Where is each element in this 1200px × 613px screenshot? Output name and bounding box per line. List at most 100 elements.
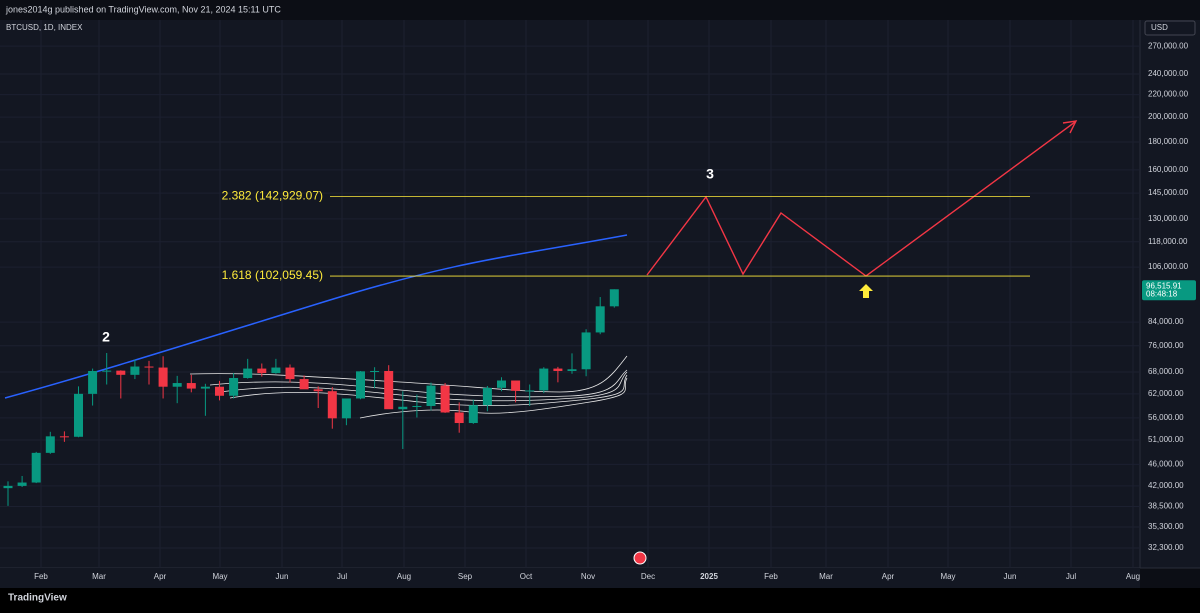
candle-body — [398, 406, 408, 410]
time-tick-label: Feb — [34, 572, 48, 581]
candle-body — [412, 405, 422, 407]
candle-body — [468, 405, 478, 424]
up-arrow-marker — [859, 284, 873, 298]
ma-line — [189, 355, 628, 393]
price-tick-label: 56,000.00 — [1148, 413, 1184, 422]
footer-bar — [0, 588, 1200, 608]
wave-label: 2 — [102, 329, 110, 345]
candle-body — [482, 387, 492, 406]
projection-path — [646, 121, 1076, 277]
candle-body — [440, 385, 450, 413]
candle-body — [31, 452, 41, 483]
price-tick-label: 32,300.00 — [1148, 543, 1184, 552]
event-flag[interactable] — [633, 551, 647, 565]
fib-label: 2.382 (142,929.07) — [222, 189, 323, 203]
price-tick-label: 62,000.00 — [1148, 389, 1184, 398]
candle-body — [313, 389, 323, 392]
fib-label: 1.618 (102,059.45) — [222, 268, 323, 282]
price-tick-label: 35,300.00 — [1148, 522, 1184, 531]
ma-line — [209, 369, 628, 398]
price-tick-label: 76,000.00 — [1148, 341, 1184, 350]
current-price-box — [1142, 280, 1196, 301]
price-tick-label: 42,000.00 — [1148, 481, 1184, 490]
price-tick-label: 270,000.00 — [1148, 41, 1189, 50]
time-tick-label: Jul — [337, 572, 347, 581]
countdown-label: 08:48:18 — [1146, 289, 1178, 298]
candle-body — [74, 393, 83, 437]
candle-body — [567, 369, 577, 371]
time-tick-label: Oct — [520, 572, 533, 581]
ma-line — [359, 377, 628, 419]
candle-body — [539, 368, 549, 391]
candle-body — [17, 482, 27, 486]
candle-body — [172, 383, 182, 387]
price-tick-label: 160,000.00 — [1148, 165, 1189, 174]
candle-body — [285, 367, 295, 380]
candle-body — [370, 370, 380, 372]
candle-body — [59, 436, 69, 438]
candle-body — [511, 380, 521, 391]
currency-text[interactable]: USD — [1151, 23, 1168, 32]
time-tick-label: Aug — [1126, 572, 1140, 581]
time-tick-label: Mar — [819, 572, 833, 581]
time-tick-label: May — [212, 572, 227, 581]
candle-body — [525, 390, 535, 392]
chart-pane — [0, 20, 1140, 568]
candle-body — [271, 367, 281, 374]
candle-body — [186, 383, 196, 389]
time-tick-label: May — [940, 572, 955, 581]
candle-body — [299, 379, 309, 390]
time-axis-pane — [0, 568, 1140, 588]
price-tick-label: 51,000.00 — [1148, 435, 1184, 444]
candle-body — [581, 332, 591, 370]
candle-body — [229, 378, 239, 396]
projection-arrowhead — [1062, 120, 1078, 134]
candle-body — [3, 485, 13, 489]
time-tick-label: Jul — [1066, 572, 1076, 581]
wave-label: 3 — [706, 166, 714, 182]
price-tick-label: 46,000.00 — [1148, 459, 1184, 468]
time-tick-label: Sep — [458, 572, 473, 581]
candle-body — [356, 371, 365, 399]
candle-body — [553, 368, 563, 371]
time-tick-label: Apr — [882, 572, 895, 581]
candle-body — [384, 370, 394, 410]
price-tick-label: 145,000.00 — [1148, 188, 1189, 197]
price-tick-label: 38,500.00 — [1148, 502, 1184, 511]
candle-body — [497, 380, 506, 388]
candle-body — [327, 391, 337, 419]
candle-body — [116, 370, 126, 375]
price-tick-label: 84,000.00 — [1148, 317, 1184, 326]
time-tick-label: Feb — [764, 572, 778, 581]
candle-body — [257, 368, 267, 374]
symbol-text: BTCUSD, 1D, INDEX — [6, 23, 83, 32]
price-tick-label: 68,000.00 — [1148, 367, 1184, 376]
current-price-label: 96,515.91 — [1146, 281, 1182, 290]
candle-body — [215, 386, 224, 396]
candle-body — [200, 386, 210, 389]
price-tick-label: 130,000.00 — [1148, 214, 1189, 223]
time-tick-label: Dec — [641, 572, 655, 581]
currency-box[interactable] — [1144, 20, 1196, 36]
candle-body — [102, 370, 112, 372]
price-tick-label: 200,000.00 — [1148, 112, 1189, 121]
time-tick-label: Nov — [581, 572, 595, 581]
footer-logo: TradingView — [8, 593, 67, 604]
candle-body — [144, 366, 154, 368]
time-tick-label: Apr — [154, 572, 167, 581]
candle-body — [243, 368, 253, 379]
candle-body — [454, 412, 464, 424]
price-tick-label: 106,000.00 — [1148, 262, 1189, 271]
candle-body — [130, 366, 140, 375]
price-tick-label: 118,000.00 — [1148, 237, 1188, 246]
time-tick-label: Mar — [92, 572, 106, 581]
candle-body — [609, 289, 619, 307]
price-tick-label: 220,000.00 — [1148, 90, 1189, 99]
candle-body — [45, 436, 55, 453]
candle-body — [158, 367, 168, 387]
time-tick-label: Jun — [1004, 572, 1017, 581]
price-tick-label: 240,000.00 — [1148, 69, 1189, 78]
time-tick-label: Aug — [397, 572, 411, 581]
candle-body — [341, 398, 351, 419]
